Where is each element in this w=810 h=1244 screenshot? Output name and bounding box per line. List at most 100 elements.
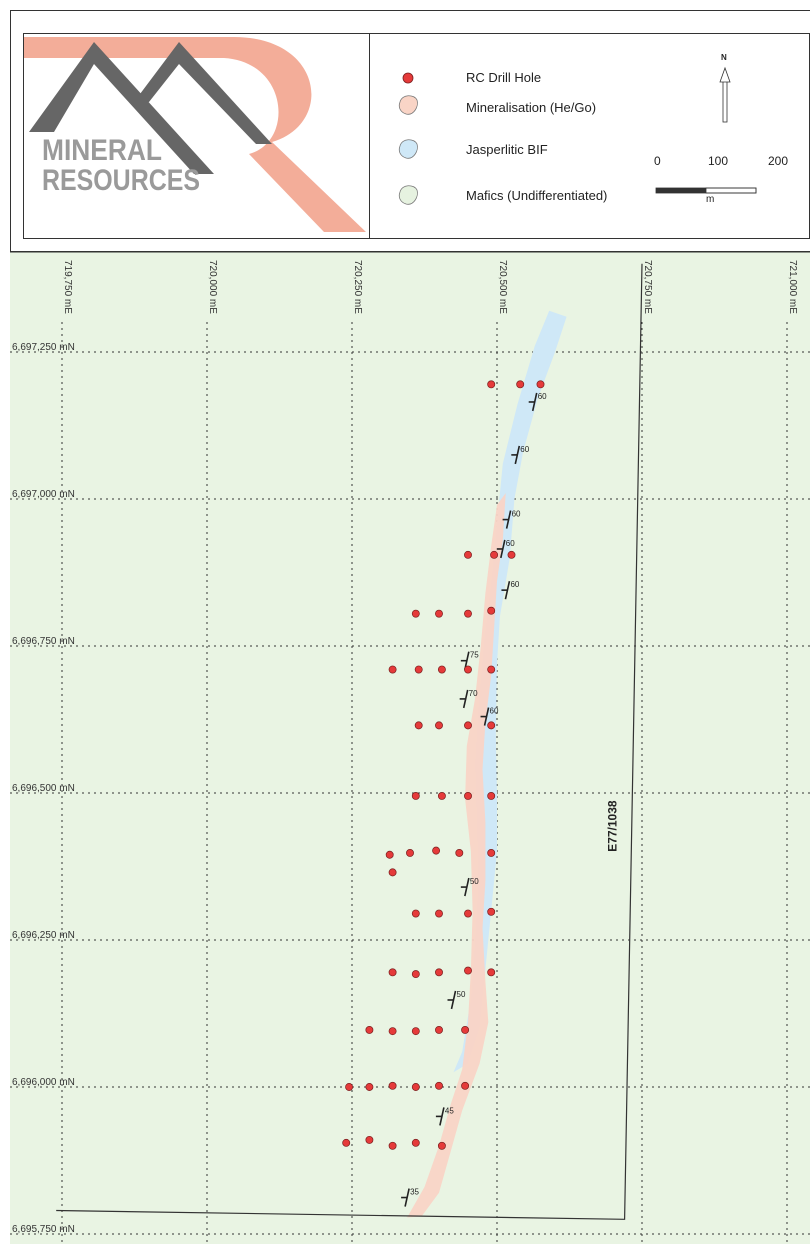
dip-symbol-11: 35 [401,1188,420,1207]
drill-hole-21 [464,791,472,800]
legend-label-mineralisation: Mineralisation (He/Go) [466,100,597,115]
logo-mountain-right [134,42,272,144]
dip-symbol-1: 60 [511,445,530,465]
drill-hole-2 [536,380,545,389]
dip-label-0: 60 [538,392,547,401]
north-arrow-icon [719,66,731,123]
northing-label-6: 6,695,750 mN [12,1224,75,1235]
drill-hole-45 [388,1081,397,1090]
drill-hole-10 [388,665,397,674]
geological-map: E77/1038 60 60 60 60 60 75 70 60 50 50 45 35 719,75… [10,252,810,1244]
northing-label-4: 6,696,250 mN [12,930,75,941]
drill-hole-43 [345,1083,354,1091]
scale-unit: m [706,194,715,205]
drill-hole-32 [487,907,496,916]
drill-hole-39 [388,1027,397,1036]
drill-hole-8 [464,609,472,618]
logo-graphic: MINERAL RESOURCES [24,37,366,232]
drill-hole-46 [411,1083,420,1091]
drill-hole-5 [507,550,516,559]
legend-drill-hole-icon [402,72,414,84]
legend-label-bif: Jasperlitic BIF [466,142,548,157]
easting-label-0: 719,750 mE [62,260,73,314]
drill-hole-31 [464,909,472,918]
scale-bar [655,187,757,194]
dip-label-8: 50 [470,877,479,886]
dip-label-11: 35 [410,1188,419,1197]
map-header: MINERAL RESOURCES [10,10,810,252]
header-frame: MINERAL RESOURCES [23,33,810,239]
scale-tick-100: 100 [708,154,729,168]
drill-hole-35 [435,968,443,977]
drill-hole-37 [487,968,496,977]
legend-label-drill-hole: RC Drill Hole [466,70,542,85]
logo-accent-swoosh [24,37,366,232]
dip-symbol-6: 70 [459,689,478,709]
mafics-background [10,252,810,1244]
drill-hole-36 [464,966,472,975]
northing-label-2: 6,696,750 mN [12,636,75,647]
dip-symbol-8: 50 [460,877,479,897]
dip-symbol-3: 60 [496,539,515,559]
drill-hole-34 [411,970,420,979]
drill-hole-27 [487,849,496,857]
drill-hole-22 [487,791,496,800]
dip-symbols: 60 60 60 60 60 75 70 60 50 50 45 35 [401,392,547,1207]
easting-label-5: 721,000 mE [787,260,798,314]
drill-hole-18 [487,721,496,730]
logo-mountain-left [29,42,214,174]
drill-hole-11 [414,665,423,674]
map-frame: E77/1038 60 60 60 60 60 75 70 60 50 50 45 35 719,75… [10,252,810,1244]
legend-symbols [398,66,757,205]
northing-label-3: 6,696,500 mN [12,783,75,794]
mineralisation-unit [407,493,506,1218]
drill-hole-12 [437,665,446,674]
north-arrow-label: N [721,53,727,62]
drill-hole-30 [435,909,443,918]
drill-hole-26 [455,849,464,857]
tenement-boundary [56,263,643,1220]
dip-label-6: 70 [469,689,478,698]
drill-hole-20 [437,791,446,800]
drill-hole-24 [406,849,414,857]
dip-label-10: 45 [445,1106,454,1115]
drill-hole-49 [342,1138,351,1147]
drill-hole-41 [435,1026,443,1034]
dip-label-7: 60 [490,707,499,716]
drill-hole-40 [411,1027,420,1036]
drill-hole-29 [411,909,420,918]
drill-hole-16 [435,721,443,730]
map-legend: RC Drill Hole Mineralisation (He/Go) Jas… [370,34,810,238]
dip-symbol-2: 60 [502,510,521,529]
easting-label-2: 720,250 mE [352,260,363,314]
drill-hole-3 [464,550,472,559]
drill-hole-6 [411,609,420,618]
legend-mineralisation-icon [398,95,418,115]
easting-label-4: 720,750 mE [642,260,653,314]
tenement-label: E77/1038 [606,800,620,852]
drill-hole-47 [435,1081,443,1090]
drill-hole-50 [365,1135,374,1144]
logo-text-resources: RESOURCES [42,164,200,197]
legend-bif-icon [398,139,418,159]
dip-label-9: 50 [457,990,466,999]
dip-label-2: 60 [512,510,521,519]
scale-tick-0: 0 [654,154,661,168]
dip-symbol-9: 50 [447,990,466,1010]
drill-hole-38 [365,1026,374,1034]
legend-label-mafics: Mafics (Undifferentiated) [466,188,608,203]
legend-mafics-icon [398,185,418,205]
logo-text-mineral: MINERAL [42,134,162,167]
drill-holes [342,380,545,1150]
drill-hole-23 [385,850,394,859]
dip-label-5: 75 [470,651,479,660]
drill-hole-19 [411,791,420,800]
scale-tick-200: 200 [768,154,789,168]
drill-hole-28 [388,868,397,877]
drill-hole-33 [388,968,397,977]
drill-hole-4 [490,550,499,559]
drill-hole-44 [365,1083,374,1091]
northing-label-0: 6,697,250 mN [12,342,75,353]
drill-hole-52 [411,1138,420,1147]
